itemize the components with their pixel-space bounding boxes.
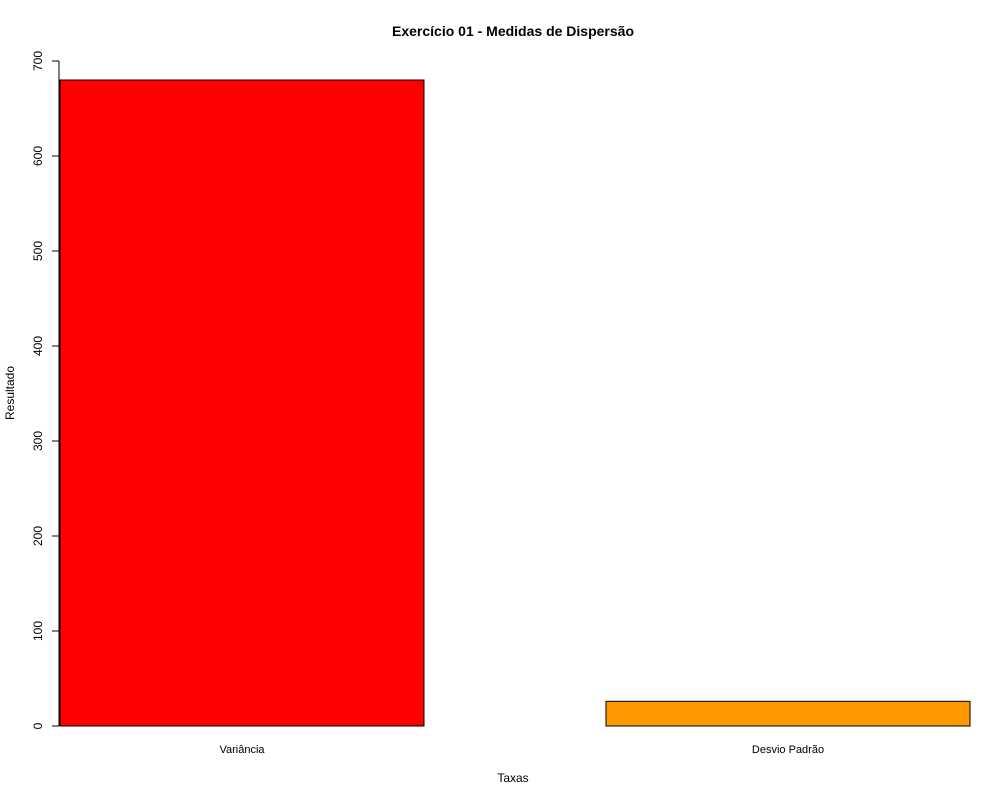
chart-title: Exercício 01 - Medidas de Dispersão [392,23,634,39]
y-tick-label: 600 [31,146,45,166]
y-tick-label: 700 [31,51,45,71]
bars-group [59,79,971,727]
x-tick-labels: Variância Desvio Padrão [219,744,824,756]
bar [59,79,425,727]
x-tick-label: Desvio Padrão [752,744,824,756]
y-tick-label: 300 [31,431,45,451]
x-axis-label: Taxas [497,771,528,785]
y-tick-label: 400 [31,336,45,356]
y-tick-label: 100 [31,621,45,641]
bar [605,700,971,727]
x-tick-label: Variância [219,744,265,756]
y-tick-label: 0 [31,722,45,729]
y-axis: 0 100 200 300 400 500 600 700 [31,51,60,729]
y-tick-label: 500 [31,241,45,261]
y-axis-label: Resultado [3,366,17,420]
y-tick-label: 200 [31,526,45,546]
